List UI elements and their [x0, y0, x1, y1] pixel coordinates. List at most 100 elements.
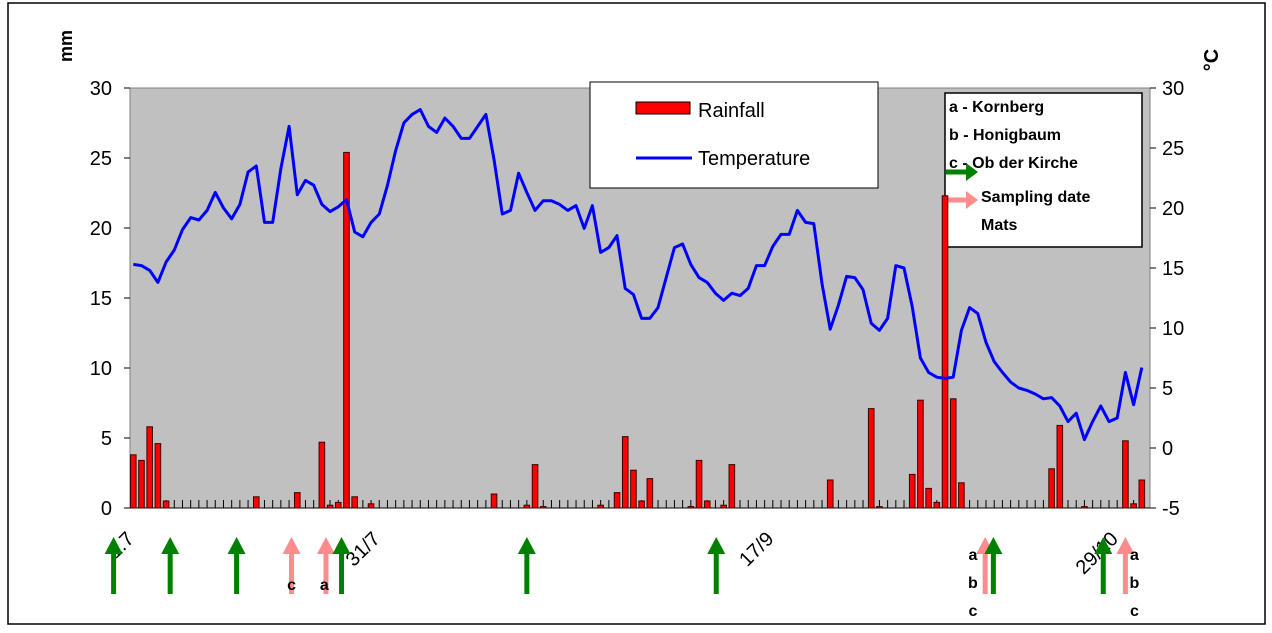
site-legend: a - Kornberg b - Honigbaum c - Ob der Kirc…: [944, 92, 1143, 248]
y2-axis-label: °C: [1201, 49, 1223, 71]
arrow-legend-label: Sampling date: [981, 189, 1090, 206]
site-key: c - Ob der Kirche: [949, 155, 1078, 172]
bar: [728, 464, 736, 509]
bar: [867, 408, 875, 509]
sampling-arrow-head: [227, 537, 246, 554]
y-tick-label: 0: [101, 498, 112, 520]
y2-tick-label: 0: [1162, 438, 1173, 460]
sampling-arrow: [161, 537, 180, 594]
y2-tick-label: 25: [1162, 138, 1184, 160]
sampling-arrow-head: [517, 537, 536, 554]
y2-tick-label: 20: [1162, 198, 1184, 220]
sampling-arrow: [332, 537, 351, 594]
bar: [146, 426, 153, 509]
legend-box: [589, 81, 879, 189]
bar: [638, 500, 645, 509]
bar: [334, 501, 342, 509]
y-tick-label: 30: [90, 78, 112, 100]
sampling-arrow-head: [984, 537, 1003, 554]
bar: [293, 492, 301, 509]
sampling-arrow: [707, 537, 726, 594]
y2-tick-label: -5: [1162, 498, 1180, 520]
bar: [539, 506, 547, 509]
y-axis-label: mm: [56, 30, 76, 62]
site-key: b - Honigbaum: [949, 127, 1061, 144]
bar: [1130, 503, 1137, 509]
sampling-arrow: [517, 537, 536, 594]
bar: [1122, 440, 1129, 509]
sampling-arrow: [227, 537, 246, 594]
legend-swatch: [635, 101, 691, 115]
legend-arrow-head: [966, 191, 978, 209]
legend: Rainfall Temperature: [589, 81, 879, 189]
sampling-arrow-head: [1094, 537, 1113, 554]
y-tick-label: 25: [90, 148, 112, 170]
y-tick-label: 20: [90, 218, 112, 240]
bar: [925, 487, 932, 509]
y-tick-label: 5: [101, 428, 112, 450]
bar: [949, 398, 957, 509]
bar: [876, 506, 883, 509]
bar: [129, 454, 137, 509]
site-letter: b: [1130, 575, 1140, 592]
legend-box: [944, 92, 1143, 248]
bar: [138, 459, 145, 509]
site-letter: a: [320, 577, 329, 594]
bar: [162, 500, 170, 509]
bar: [252, 496, 260, 509]
sampling-arrow: [104, 537, 123, 594]
site-letter: b: [968, 575, 978, 592]
bar: [351, 496, 358, 509]
sampling-arrow-head: [161, 537, 180, 554]
bar: [695, 459, 703, 509]
bar: [958, 482, 965, 509]
y2-tick-label: 10: [1162, 318, 1184, 340]
mats-arrow: [282, 537, 301, 594]
bar: [1081, 506, 1088, 509]
sampling-arrow-head: [332, 537, 351, 554]
bar: [154, 443, 162, 509]
y-tick-label: 15: [90, 288, 112, 310]
sampling-arrow: [984, 537, 1003, 594]
mats-arrow-head: [282, 537, 301, 554]
bar: [941, 195, 949, 509]
bar: [613, 492, 621, 509]
bar: [703, 500, 711, 509]
legend-arrow-head: [966, 163, 978, 181]
bar: [908, 473, 916, 509]
y2-tick-label: 15: [1162, 258, 1184, 280]
mats-arrow-head: [1116, 537, 1135, 554]
bar: [630, 469, 637, 509]
bar: [490, 493, 498, 509]
bar: [597, 504, 604, 509]
bar: [523, 504, 531, 509]
bar: [621, 436, 629, 509]
bar: [318, 441, 326, 509]
bar: [367, 503, 375, 509]
y2-tick-label: 5: [1162, 378, 1173, 400]
site-letter: c: [968, 603, 977, 620]
site-letter: a: [1130, 547, 1139, 564]
site-letter: c: [1130, 603, 1139, 620]
y2-tick-label: 30: [1162, 78, 1184, 100]
bar: [1056, 424, 1064, 509]
mats-arrow: [1116, 537, 1135, 594]
mats-arrow: [316, 537, 335, 594]
legend-label: Temperature: [698, 148, 810, 170]
site-key: a - Kornberg: [949, 99, 1044, 116]
sampling-arrow-head: [104, 537, 123, 554]
site-letter: c: [287, 577, 296, 594]
sampling-arrow: [1094, 537, 1113, 594]
bar: [1048, 468, 1055, 509]
bar: [917, 399, 924, 509]
bar: [646, 478, 654, 509]
y-tick-label: 10: [90, 358, 112, 380]
bar: [531, 464, 539, 509]
bar: [1138, 479, 1146, 509]
bar: [826, 479, 834, 509]
bar: [720, 504, 727, 509]
bar: [687, 506, 695, 509]
site-letter: a: [968, 547, 977, 564]
mats-arrow-head: [316, 537, 335, 554]
